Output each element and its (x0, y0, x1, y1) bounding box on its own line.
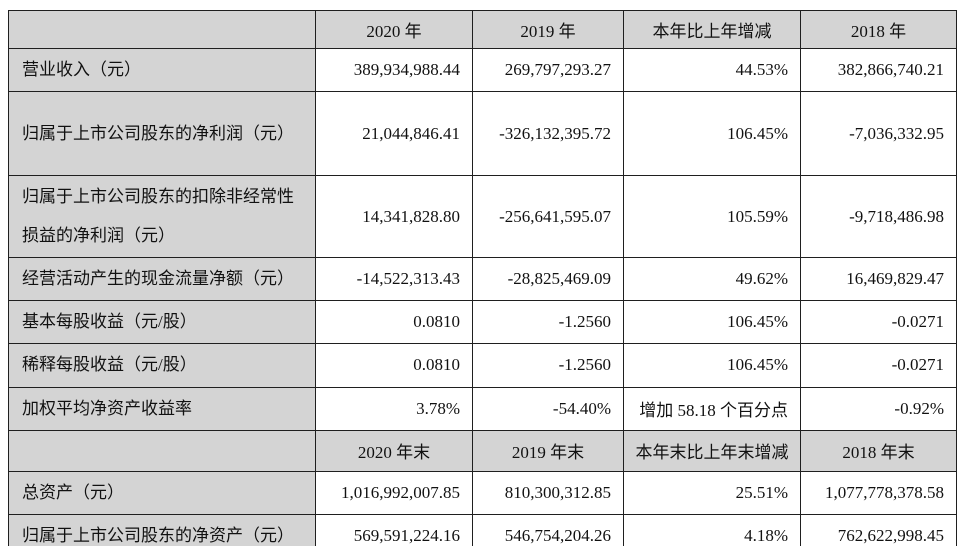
table-row-net-profit-deducted: 归属于上市公司股东的扣除非经常性损益的净利润（元） 14,341,828.80 … (8, 175, 957, 258)
value-2020: -14,522,313.43 (315, 256, 473, 302)
header-empty-cell (8, 10, 316, 49)
value-2019: -1.2560 (472, 299, 624, 345)
value-2020: 0.0810 (315, 299, 473, 345)
table-row-total-assets: 总资产（元） 1,016,992,007.85 810,300,312.85 2… (8, 470, 957, 516)
value-2018: -7,036,332.95 (800, 91, 957, 177)
value-2019: 546,754,204.26 (472, 513, 624, 546)
value-2018: -0.0271 (800, 343, 957, 388)
value-2020: 0.0810 (315, 343, 473, 388)
value-change: 25.51% (623, 470, 801, 516)
row-label: 基本每股收益（元/股） (8, 299, 316, 345)
header-row-annual: 2020 年 2019 年 本年比上年增减 2018 年 (8, 10, 957, 49)
table-row-operating-cash-flow: 经营活动产生的现金流量净额（元） -14,522,313.43 -28,825,… (8, 256, 957, 302)
header-yearend-change: 本年末比上年末增减 (623, 429, 801, 472)
header-empty-cell (8, 429, 316, 472)
value-change: 增加 58.18 个百分点 (623, 386, 801, 431)
value-2018: 1,077,778,378.58 (800, 470, 957, 516)
row-label: 稀释每股收益（元/股） (8, 343, 316, 388)
value-2018: -0.92% (800, 386, 957, 431)
header-year-2020: 2020 年 (315, 10, 473, 49)
value-2018: -0.0271 (800, 299, 957, 345)
row-label: 总资产（元） (8, 470, 316, 516)
value-change: 106.45% (623, 91, 801, 177)
row-label: 加权平均净资产收益率 (8, 386, 316, 431)
value-change: 49.62% (623, 256, 801, 302)
value-2019: -326,132,395.72 (472, 91, 624, 177)
value-change: 44.53% (623, 47, 801, 93)
value-change: 4.18% (623, 513, 801, 546)
value-2019: 810,300,312.85 (472, 470, 624, 516)
table-row-revenue: 营业收入（元） 389,934,988.44 269,797,293.27 44… (8, 47, 957, 93)
value-2019: -54.40% (472, 386, 624, 431)
row-label: 归属于上市公司股东的净资产（元） (8, 513, 316, 546)
value-2019: -256,641,595.07 (472, 175, 624, 258)
value-2019: -1.2560 (472, 343, 624, 388)
row-label: 归属于上市公司股东的扣除非经常性损益的净利润（元） (8, 175, 316, 258)
value-change: 106.45% (623, 343, 801, 388)
value-2020: 21,044,846.41 (315, 91, 473, 177)
row-label: 营业收入（元） (8, 47, 316, 93)
value-2018: 382,866,740.21 (800, 47, 957, 93)
value-2020: 14,341,828.80 (315, 175, 473, 258)
header-yoy-change: 本年比上年增减 (623, 10, 801, 49)
row-label: 经营活动产生的现金流量净额（元） (8, 256, 316, 302)
header-row-yearend: 2020 年末 2019 年末 本年末比上年末增减 2018 年末 (8, 429, 957, 472)
financial-summary-table: 2020 年 2019 年 本年比上年增减 2018 年 营业收入（元） 389… (8, 10, 957, 546)
header-year-2018: 2018 年 (800, 10, 957, 49)
value-change: 105.59% (623, 175, 801, 258)
value-2020: 389,934,988.44 (315, 47, 473, 93)
table-row-diluted-eps: 稀释每股收益（元/股） 0.0810 -1.2560 106.45% -0.02… (8, 343, 957, 388)
value-2019: 269,797,293.27 (472, 47, 624, 93)
value-2020: 569,591,224.16 (315, 513, 473, 546)
header-year-2019: 2019 年 (472, 10, 624, 49)
value-2018: 16,469,829.47 (800, 256, 957, 302)
value-2020: 1,016,992,007.85 (315, 470, 473, 516)
value-2018: -9,718,486.98 (800, 175, 957, 258)
value-2019: -28,825,469.09 (472, 256, 624, 302)
header-yearend-2020: 2020 年末 (315, 429, 473, 472)
value-2020: 3.78% (315, 386, 473, 431)
table-row-net-profit: 归属于上市公司股东的净利润（元） 21,044,846.41 -326,132,… (8, 91, 957, 177)
table-row-weighted-roe: 加权平均净资产收益率 3.78% -54.40% 增加 58.18 个百分点 -… (8, 386, 957, 431)
row-label: 归属于上市公司股东的净利润（元） (8, 91, 316, 177)
value-2018: 762,622,998.45 (800, 513, 957, 546)
table-row-basic-eps: 基本每股收益（元/股） 0.0810 -1.2560 106.45% -0.02… (8, 299, 957, 345)
value-change: 106.45% (623, 299, 801, 345)
table-row-net-assets: 归属于上市公司股东的净资产（元） 569,591,224.16 546,754,… (8, 513, 957, 546)
header-yearend-2019: 2019 年末 (472, 429, 624, 472)
header-yearend-2018: 2018 年末 (800, 429, 957, 472)
